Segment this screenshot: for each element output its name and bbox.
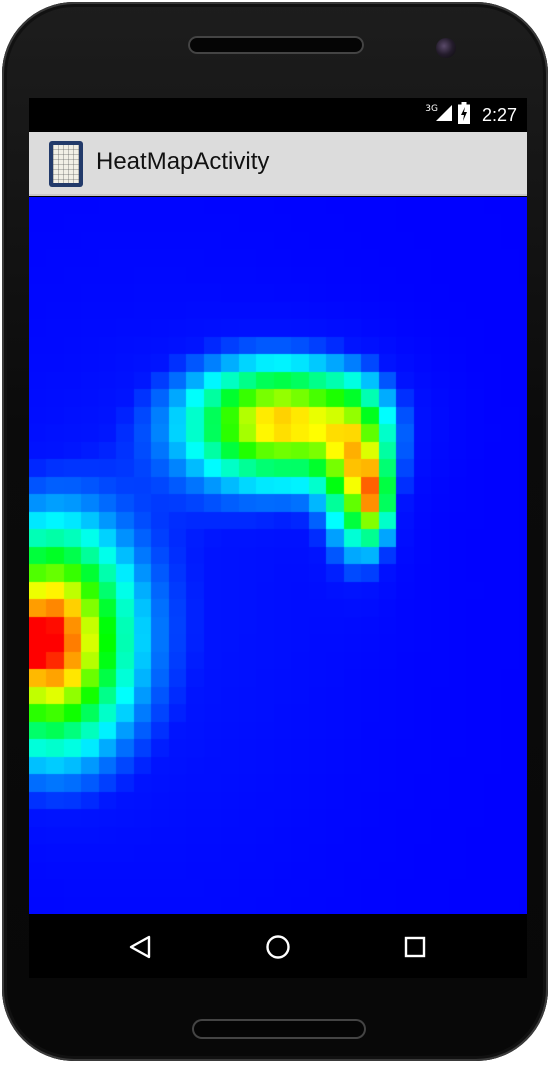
status-bar: 3G 2:27 xyxy=(29,98,527,132)
home-button[interactable] xyxy=(261,930,295,964)
screen: 3G 2:27 HeatM xyxy=(29,98,527,978)
heatmap-canvas[interactable] xyxy=(29,197,527,914)
status-icons: 3G 2:27 xyxy=(425,102,517,128)
bottom-speaker-grille xyxy=(192,1019,366,1039)
heatmap-app-icon[interactable] xyxy=(49,141,83,187)
top-speaker-grille xyxy=(188,36,364,54)
back-icon xyxy=(129,935,151,959)
status-clock: 2:27 xyxy=(481,104,517,125)
signal-icon xyxy=(435,105,452,125)
app-icon-image xyxy=(53,145,79,183)
navigation-bar xyxy=(29,914,527,978)
network-type-label: 3G xyxy=(425,104,438,114)
action-bar: HeatMapActivity xyxy=(29,132,527,196)
recents-button[interactable] xyxy=(398,930,432,964)
activity-title: HeatMapActivity xyxy=(96,148,270,175)
front-camera xyxy=(436,38,456,58)
home-icon xyxy=(266,935,290,959)
battery-charging-icon xyxy=(457,102,470,128)
recents-icon xyxy=(404,936,426,958)
back-button[interactable] xyxy=(123,930,157,964)
